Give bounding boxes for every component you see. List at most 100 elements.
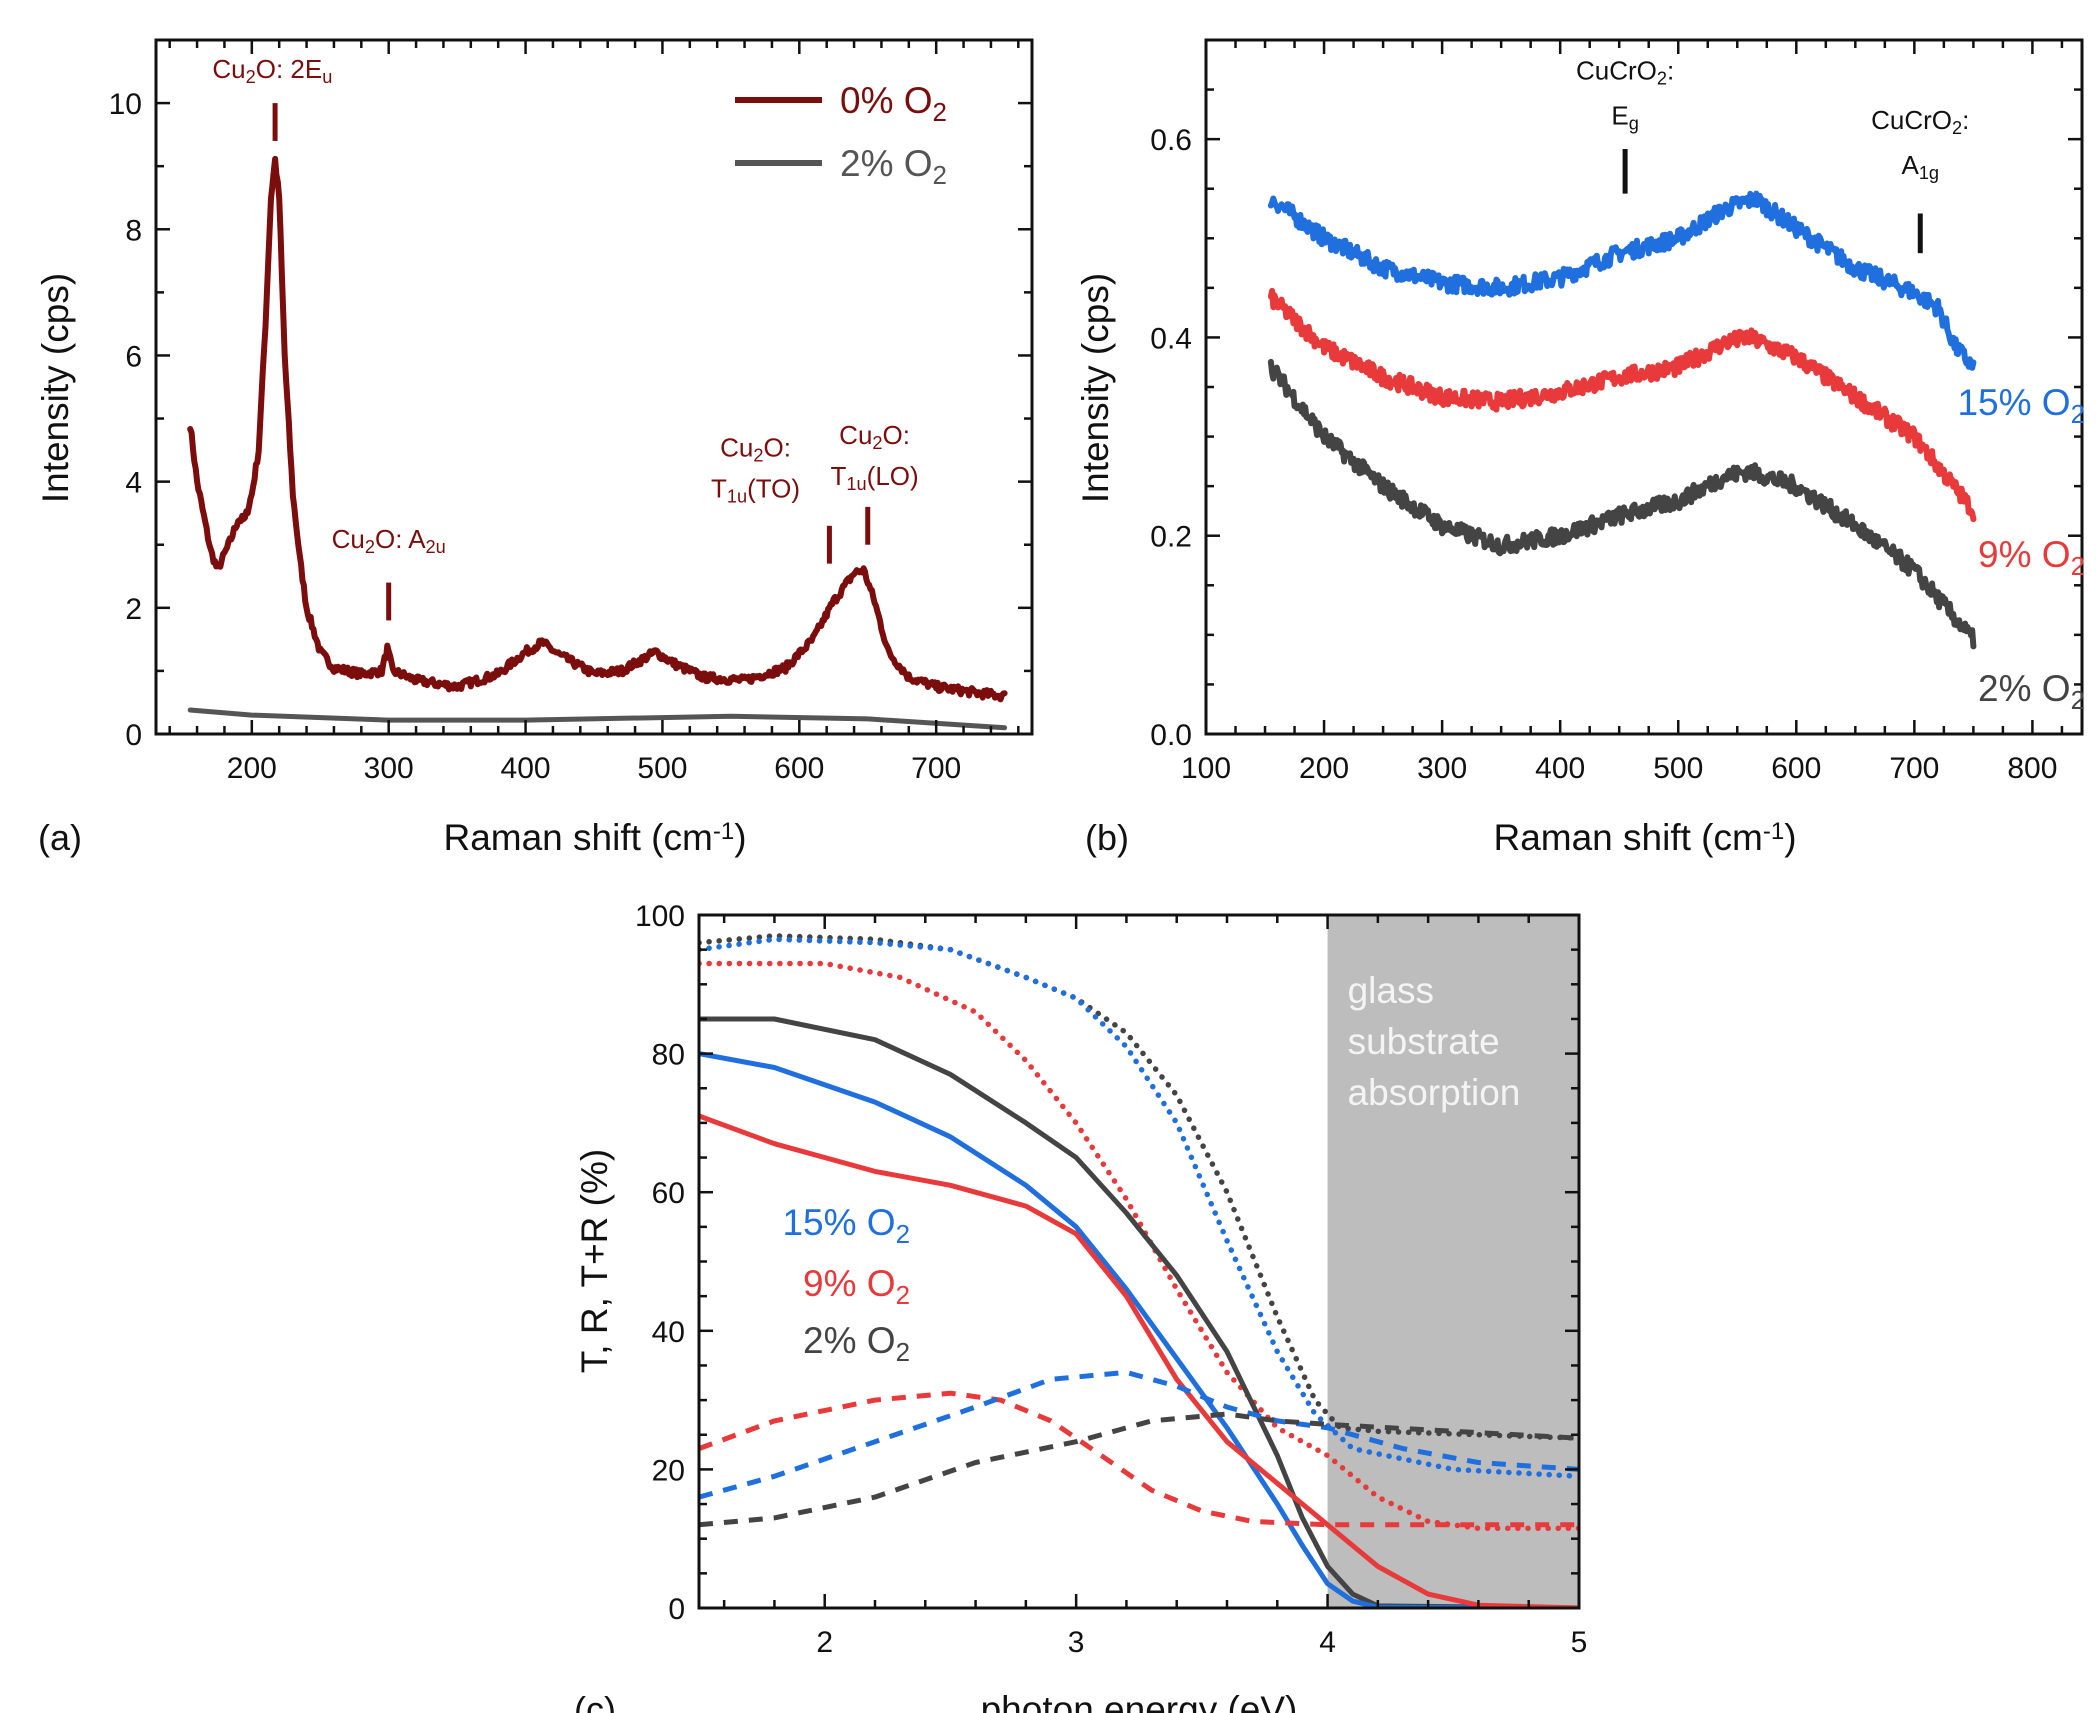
y-tick-label: 2 bbox=[125, 593, 142, 626]
x-axis-title: Raman shift (cm-1) bbox=[443, 817, 746, 858]
x-tick-label: 700 bbox=[911, 752, 961, 785]
x-axis-title-segment: Raman shift (cm bbox=[1493, 817, 1762, 858]
series-line-7 bbox=[699, 1369, 1579, 1500]
x-axis-title-segment: ) bbox=[1784, 817, 1796, 858]
y-axis-title-segment: Intensity (cps) bbox=[35, 273, 76, 503]
panel-b: 100 200 300 400 500 600 700 800 0.0 0.2 0.4 0.6 Rama… bbox=[1075, 38, 2085, 858]
series-line-3 bbox=[699, 1016, 1579, 1608]
x-tick-label: 4 bbox=[1319, 1626, 1336, 1659]
y-tick-label: 40 bbox=[652, 1316, 685, 1349]
peak-annotation: Cu2O: 2Eu bbox=[212, 54, 332, 87]
series-line-8 bbox=[699, 1411, 1579, 1528]
peak-annotation-segment: 2 bbox=[365, 537, 375, 557]
plot-frame bbox=[154, 38, 1034, 736]
peak-annotation-segment: O: bbox=[883, 420, 910, 450]
x-tick-label: 2 bbox=[816, 1626, 833, 1659]
series-line-1 bbox=[1267, 287, 1977, 523]
y-tick-label: 8 bbox=[125, 214, 142, 247]
y-axis-title: Intensity (cps) bbox=[1075, 273, 1116, 503]
panel-a: 200 300 400 500 600 700 0 2 4 6 8 10 Raman shift (cm… bbox=[35, 38, 1034, 858]
legend-label-segment: 0% O bbox=[840, 80, 933, 121]
peak-annotation-segment: 2 bbox=[246, 67, 256, 87]
y-tick-label: 0.2 bbox=[1150, 521, 1192, 554]
shaded-region-label: absorption bbox=[1348, 1072, 1521, 1113]
x-tick-label: 200 bbox=[1299, 752, 1349, 785]
y-tick-label: 60 bbox=[652, 1177, 685, 1210]
peak-annotation-segment: Cu bbox=[212, 54, 245, 84]
series-label-segment: 2 bbox=[2071, 553, 2085, 581]
series-line-6 bbox=[699, 1390, 1579, 1528]
series-line-1 bbox=[187, 707, 1008, 731]
series-line-1 bbox=[699, 936, 1579, 1480]
peak-annotation-segment: O: A bbox=[375, 524, 426, 554]
legend-label-segment: 2 bbox=[933, 162, 947, 190]
peak-annotation-segment: O: bbox=[763, 432, 790, 462]
peak-annotation: A1g bbox=[1901, 150, 1939, 183]
peak-annotation-segment: Cu bbox=[720, 432, 753, 462]
peak-annotation-segment: (TO) bbox=[747, 473, 800, 503]
peak-annotation-segment: 1u bbox=[727, 487, 747, 507]
panel-c: glass substrate absorption 2 3 4 5 0 20 40 60 80 100… bbox=[574, 900, 1587, 1713]
x-tick-label: 400 bbox=[501, 752, 551, 785]
y-tick-label: 100 bbox=[635, 900, 685, 933]
y-axis-title-segment: T, R, T+R (%) bbox=[574, 1149, 615, 1373]
x-tick-label: 300 bbox=[364, 752, 414, 785]
series-label-segment: 2% O bbox=[803, 1320, 896, 1361]
x-axis-title-segment: Raman shift (cm bbox=[443, 817, 712, 858]
series-label-segment: 2 bbox=[2071, 687, 2085, 715]
peak-annotation: T1u(TO) bbox=[711, 473, 800, 506]
peak-annotation-segment: 2 bbox=[1952, 119, 1962, 139]
panel-label: (b) bbox=[1085, 817, 1129, 858]
y-tick-label: 0 bbox=[668, 1593, 685, 1626]
peak-annotation: Cu2O: bbox=[839, 420, 910, 453]
x-tick-label: 600 bbox=[774, 752, 824, 785]
plot-frame bbox=[1204, 38, 2084, 736]
peak-annotation-segment: CuCrO bbox=[1871, 105, 1952, 135]
peak-annotation-segment: 2 bbox=[1657, 69, 1667, 89]
series-label-segment: 2% O bbox=[1978, 668, 2071, 709]
y-tick-label: 6 bbox=[125, 340, 142, 373]
shaded-region-label: substrate bbox=[1348, 1021, 1500, 1062]
x-tick-label: 600 bbox=[1771, 752, 1821, 785]
series-label-segment: 9% O bbox=[803, 1263, 896, 1304]
series-line-0 bbox=[187, 155, 1008, 703]
series-line-5 bbox=[699, 1113, 1579, 1608]
peak-annotation-segment: O: 2E bbox=[256, 54, 322, 84]
series-label-segment: 15% O bbox=[782, 1202, 895, 1243]
series-line-0 bbox=[1267, 190, 1977, 371]
y-tick-label: 0.4 bbox=[1150, 322, 1192, 355]
peak-annotation-segment: T bbox=[831, 461, 847, 491]
series-label-segment: 2 bbox=[896, 1339, 910, 1367]
peak-annotation-segment: T bbox=[711, 473, 727, 503]
series-label-segment: 2 bbox=[896, 1282, 910, 1310]
legend-label-segment: 2 bbox=[933, 99, 947, 127]
x-axis-title-segment: photon energy (eV) bbox=[981, 1689, 1298, 1713]
series-line-2 bbox=[1267, 358, 1977, 650]
x-tick-label: 700 bbox=[1889, 752, 1939, 785]
peak-annotation-segment: 2 bbox=[753, 446, 763, 466]
y-tick-label: 0 bbox=[125, 719, 142, 752]
x-tick-label: 500 bbox=[637, 752, 687, 785]
peak-annotation-segment: (LO) bbox=[867, 461, 919, 491]
y-tick-label: 20 bbox=[652, 1454, 685, 1487]
peak-annotation-segment: 1u bbox=[846, 474, 866, 494]
series-label: 15% O2 bbox=[782, 1202, 910, 1249]
x-tick-label: 200 bbox=[227, 752, 277, 785]
peak-annotation-segment: A bbox=[1901, 150, 1919, 180]
series-label-segment: 2 bbox=[896, 1221, 910, 1249]
peak-annotation: CuCrO2: bbox=[1576, 56, 1674, 89]
series-line-2 bbox=[699, 960, 1579, 1532]
x-tick-label: 800 bbox=[2007, 752, 2057, 785]
series-label-segment: 2 bbox=[2071, 401, 2085, 429]
peak-annotation-segment: E bbox=[1611, 100, 1628, 130]
y-axis-title: T, R, T+R (%) bbox=[574, 1149, 615, 1373]
x-axis-title-segment: -1 bbox=[713, 818, 734, 845]
peak-annotation-segment: 2 bbox=[872, 433, 882, 453]
peak-annotation: T1u(LO) bbox=[831, 461, 919, 494]
x-axis-title-segment: ) bbox=[734, 817, 746, 858]
peak-annotation: Cu2O: bbox=[720, 432, 791, 465]
panel-label: (a) bbox=[38, 817, 82, 858]
y-tick-label: 0.6 bbox=[1150, 124, 1192, 157]
series-label-segment: 9% O bbox=[1978, 534, 2071, 575]
legend-label: 2% O2 bbox=[840, 143, 947, 190]
